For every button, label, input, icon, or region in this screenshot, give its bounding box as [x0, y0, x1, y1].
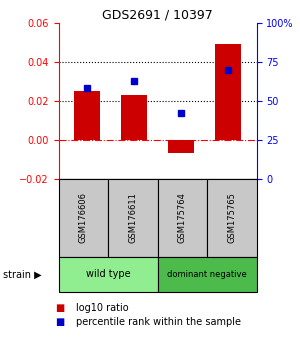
Title: GDS2691 / 10397: GDS2691 / 10397	[102, 9, 213, 22]
Text: GSM175764: GSM175764	[178, 192, 187, 243]
Bar	[158, 179, 207, 257]
Bar	[215, 44, 241, 140]
Text: GSM176606: GSM176606	[79, 192, 88, 243]
Text: ■: ■	[56, 303, 65, 313]
Text: dominant negative: dominant negative	[167, 270, 247, 279]
Bar	[58, 179, 108, 257]
Bar	[121, 95, 147, 140]
Bar	[108, 179, 158, 257]
Bar	[58, 257, 158, 292]
Text: GSM175765: GSM175765	[227, 192, 236, 243]
Bar	[207, 179, 256, 257]
Bar	[74, 91, 100, 140]
Text: percentile rank within the sample: percentile rank within the sample	[76, 317, 242, 327]
Text: ■: ■	[56, 317, 65, 327]
Text: wild type: wild type	[86, 269, 130, 279]
Bar	[168, 140, 194, 153]
Text: GSM176611: GSM176611	[128, 192, 137, 243]
Text: strain ▶: strain ▶	[3, 269, 42, 279]
Text: log10 ratio: log10 ratio	[76, 303, 129, 313]
Bar	[158, 257, 256, 292]
